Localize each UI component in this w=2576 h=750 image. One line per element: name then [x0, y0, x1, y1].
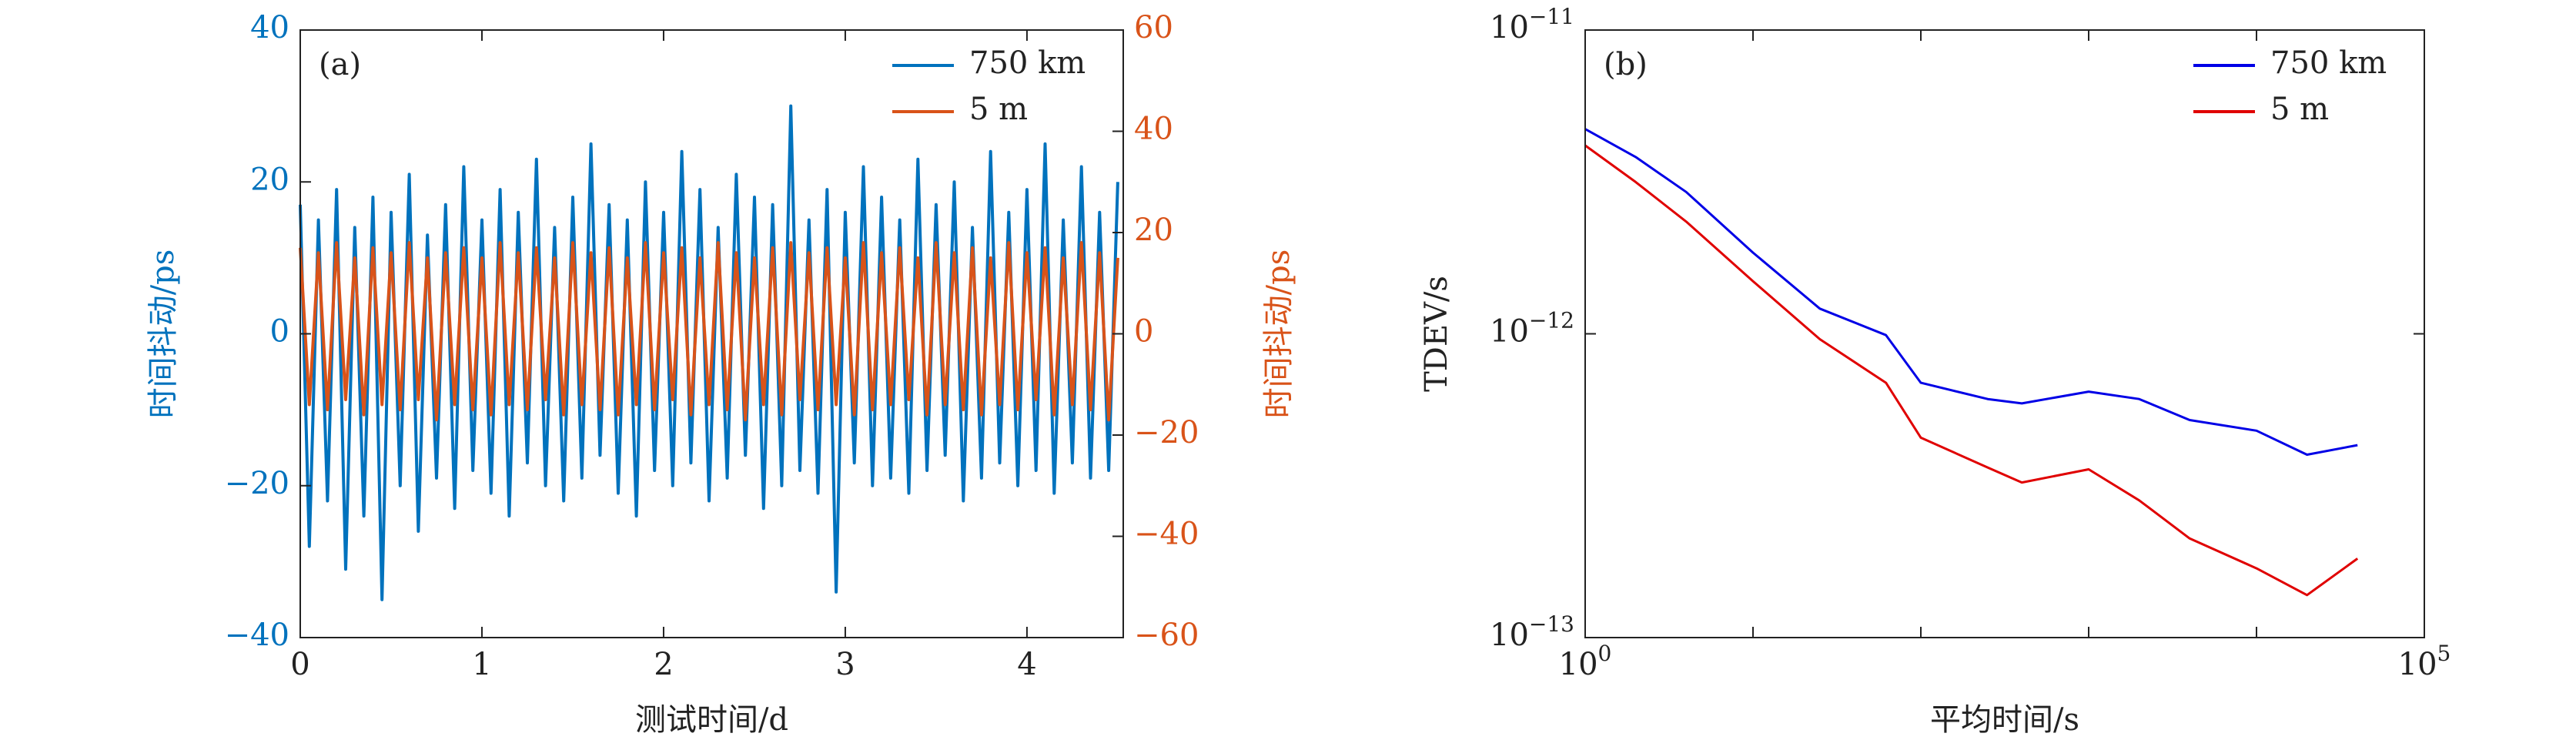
x-tick-label: 4	[1017, 647, 1036, 682]
legend-label: 5 m	[969, 92, 1028, 127]
panel-label: (a)	[319, 47, 361, 82]
y-axis-label: 时间抖动/ps	[146, 249, 181, 419]
y2-tick-label: 0	[1134, 314, 1153, 350]
y-tick-label: 10−12	[1490, 307, 1574, 350]
y2-axis-label: 时间抖动/ps	[1261, 249, 1296, 419]
x-tick-label: 105	[2398, 641, 2451, 683]
y-tick-label: 40	[250, 10, 289, 45]
series-line	[299, 104, 1119, 601]
legend-label: 5 m	[2270, 92, 2329, 127]
y2-tick-label: −40	[1134, 517, 1199, 552]
y2-tick-label: 40	[1134, 112, 1173, 147]
series-line	[299, 241, 1119, 422]
y-tick-label: −40	[225, 618, 289, 653]
y2-tick-label: 60	[1134, 10, 1173, 45]
y-tick-label: −20	[225, 466, 289, 501]
chart: 100 105 10−13 10−12 10−11 平均时间/s TDEV/s (b) 750 …	[1419, 4, 2451, 738]
y2-tick-label: −60	[1134, 618, 1199, 653]
y-tick-label: 0	[270, 314, 289, 350]
y-tick-label: 10−13	[1490, 611, 1574, 654]
x-tick-label: 0	[290, 647, 309, 682]
y2-tick-label: −20	[1134, 415, 1199, 450]
x-axis-label: 平均时间/s	[1930, 702, 2079, 738]
legend-label: 750 km	[2270, 45, 2387, 81]
chart: 0 1 2 3 4 −40 −20 0 20 40 −60 −40 −20 0 20 40 60 测试时间/d 时间…	[146, 10, 1296, 738]
y2-tick-label: 20	[1134, 213, 1173, 248]
y-axis-label: TDEV/s	[1419, 276, 1454, 392]
y-tick-label: 20	[250, 162, 289, 197]
x-axis-label: 测试时间/d	[635, 702, 788, 738]
x-tick-label: 1	[472, 647, 491, 682]
series-line	[1584, 128, 2358, 456]
x-tick-label: 3	[835, 647, 855, 682]
panel-label: (b)	[1604, 47, 1648, 82]
x-tick-label: 2	[654, 647, 673, 682]
y-tick-label: 10−11	[1490, 4, 1574, 46]
series-line	[1584, 144, 2359, 597]
x-tick-label: 100	[1559, 641, 1612, 683]
legend-label: 750 km	[969, 45, 1086, 81]
